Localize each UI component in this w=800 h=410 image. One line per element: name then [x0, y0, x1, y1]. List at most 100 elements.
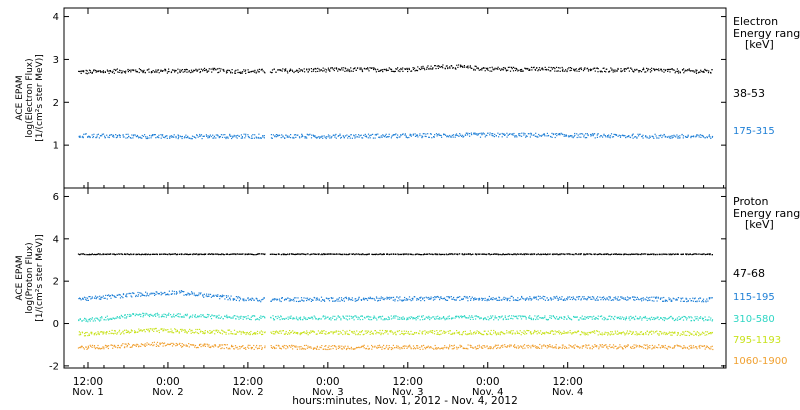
- data-point: [378, 136, 380, 138]
- data-point: [380, 334, 382, 336]
- data-point: [226, 71, 228, 73]
- data-point: [405, 253, 407, 255]
- data-point: [262, 315, 264, 317]
- data-point: [436, 65, 438, 67]
- data-point: [393, 134, 395, 136]
- data-point: [234, 298, 236, 300]
- series-115-195: [78, 290, 713, 303]
- data-point: [546, 319, 548, 321]
- data-point: [296, 69, 298, 71]
- data-point: [596, 67, 598, 69]
- data-point: [603, 134, 605, 136]
- data-point: [289, 330, 291, 332]
- data-point: [370, 297, 372, 299]
- data-point: [568, 136, 570, 138]
- data-point: [394, 300, 396, 302]
- data-point: [710, 332, 712, 334]
- data-point: [184, 331, 186, 333]
- data-point: [352, 299, 354, 301]
- data-point: [442, 298, 444, 300]
- data-point: [159, 343, 161, 346]
- data-point: [587, 70, 590, 72]
- data-point: [204, 330, 206, 332]
- data-point: [661, 332, 663, 334]
- data-point: [280, 316, 282, 318]
- data-point: [353, 134, 355, 136]
- data-point: [357, 67, 359, 69]
- data-point: [360, 346, 363, 348]
- data-point: [551, 315, 553, 317]
- data-point: [650, 253, 653, 255]
- data-point: [550, 330, 552, 332]
- data-point: [524, 299, 527, 301]
- data-point: [521, 331, 523, 333]
- data-point: [369, 331, 371, 333]
- data-point: [328, 348, 330, 350]
- data-point: [251, 253, 253, 255]
- data-point: [410, 135, 412, 137]
- data-point: [246, 332, 248, 334]
- data-point: [308, 317, 310, 319]
- data-point: [116, 332, 118, 334]
- data-point: [698, 300, 700, 302]
- data-point: [464, 330, 466, 332]
- data-point: [160, 253, 162, 255]
- data-point: [477, 331, 480, 333]
- data-point: [411, 70, 413, 72]
- data-point: [628, 317, 630, 320]
- data-point: [94, 69, 96, 71]
- data-point: [313, 347, 315, 350]
- data-point: [447, 296, 450, 298]
- data-point: [297, 332, 299, 334]
- data-point: [628, 297, 630, 299]
- data-point: [280, 348, 282, 350]
- data-point: [681, 316, 683, 318]
- data-point: [242, 330, 244, 333]
- data-point: [604, 331, 606, 333]
- data-point: [636, 136, 638, 138]
- data-point: [150, 71, 153, 73]
- data-point: [619, 135, 622, 137]
- data-point: [227, 348, 229, 350]
- data-point: [180, 253, 182, 255]
- data-point: [110, 70, 112, 73]
- data-point: [124, 253, 126, 255]
- data-point: [473, 69, 475, 71]
- data-point: [126, 316, 128, 318]
- data-point: [451, 348, 453, 350]
- data-point: [142, 71, 144, 74]
- data-point: [150, 135, 152, 137]
- data-point: [101, 317, 103, 319]
- data-point: [626, 330, 628, 332]
- data-point: [631, 135, 633, 137]
- data-point: [188, 293, 190, 295]
- data-point: [320, 332, 322, 334]
- data-point: [96, 136, 98, 138]
- data-point: [458, 135, 460, 137]
- data-point: [240, 317, 242, 319]
- data-point: [631, 253, 633, 255]
- data-point: [511, 133, 513, 135]
- data-point: [235, 333, 237, 335]
- data-point: [138, 328, 140, 330]
- data-point: [191, 292, 193, 294]
- data-point: [213, 329, 215, 332]
- data-point: [495, 297, 497, 299]
- data-point: [454, 253, 456, 255]
- data-point: [617, 68, 619, 70]
- data-point: [599, 136, 601, 138]
- data-point: [109, 295, 111, 297]
- data-point: [371, 348, 373, 350]
- data-point: [610, 331, 612, 333]
- data-point: [604, 318, 606, 320]
- data-point: [608, 134, 610, 136]
- data-point: [130, 253, 132, 256]
- data-point: [148, 71, 150, 73]
- data-point: [567, 68, 569, 70]
- data-point: [497, 299, 499, 301]
- data-point: [122, 331, 124, 333]
- data-point: [408, 136, 410, 139]
- data-point: [493, 329, 495, 332]
- data-point: [145, 312, 147, 314]
- data-point: [207, 330, 209, 332]
